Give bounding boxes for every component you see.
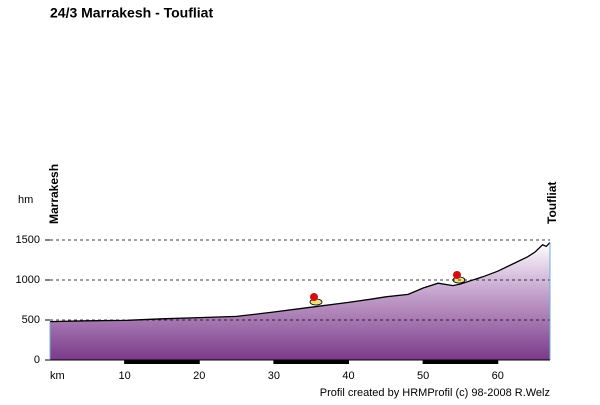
area-fill: [50, 242, 550, 360]
x-tick-label: 40: [342, 370, 354, 382]
x-tick-label: 20: [193, 370, 205, 382]
km-segment: [124, 360, 200, 364]
chart-title: 24/3 Marrakesh - Toufliat: [50, 5, 213, 21]
food-icon: [309, 293, 323, 306]
y-tick-label: 500: [22, 314, 40, 326]
y-tick-label: 1000: [16, 274, 40, 286]
x-tick-label: 30: [268, 370, 280, 382]
x-tick-label: 50: [417, 370, 429, 382]
x-tick-label: 60: [492, 370, 504, 382]
end-label: Toufliat: [545, 182, 559, 224]
y-tick-label: 1500: [16, 234, 40, 246]
km-segment: [423, 360, 498, 364]
x-tick-label: 10: [119, 370, 131, 382]
food-icon: [452, 271, 466, 284]
km-segment: [273, 360, 349, 364]
start-label: Marrakesh: [47, 164, 61, 224]
y-tick-label: 0: [34, 354, 40, 366]
credit: Profil created by HRMProfil (c) 98-2008 …: [320, 387, 550, 399]
x-axis-label: km: [50, 370, 65, 382]
profile-line: [49, 241, 551, 323]
y-axis-label: hm: [18, 194, 33, 206]
